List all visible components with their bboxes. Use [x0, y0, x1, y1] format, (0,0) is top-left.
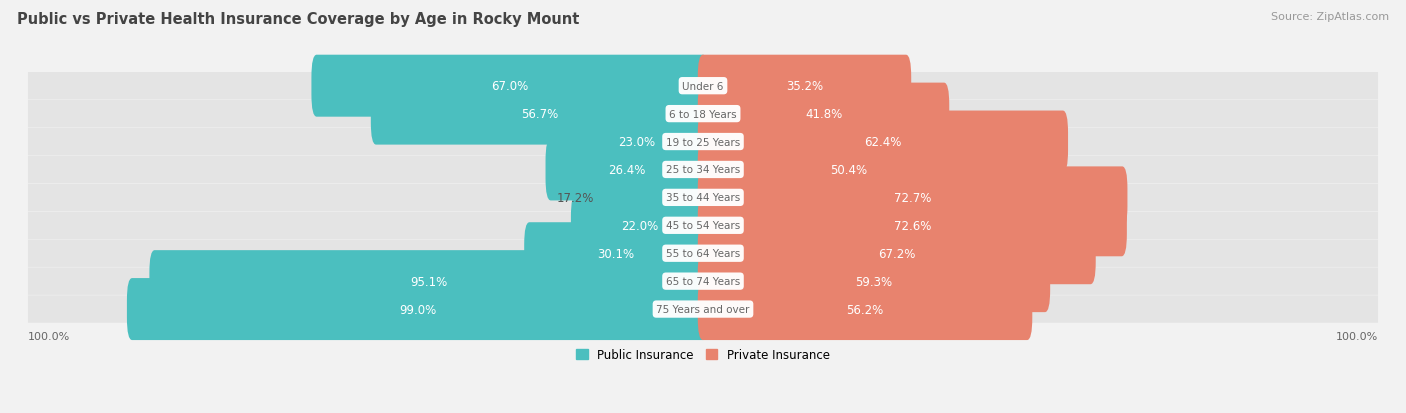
Text: Public vs Private Health Insurance Coverage by Age in Rocky Mount: Public vs Private Health Insurance Cover…	[17, 12, 579, 27]
FancyBboxPatch shape	[524, 223, 709, 285]
FancyBboxPatch shape	[28, 240, 1378, 267]
FancyBboxPatch shape	[28, 268, 1378, 295]
Text: 67.0%: 67.0%	[491, 80, 529, 93]
Text: 23.0%: 23.0%	[619, 136, 655, 149]
Text: 99.0%: 99.0%	[399, 303, 436, 316]
FancyBboxPatch shape	[28, 212, 1378, 240]
FancyBboxPatch shape	[697, 251, 1050, 312]
Text: 56.7%: 56.7%	[520, 108, 558, 121]
Text: 59.3%: 59.3%	[855, 275, 893, 288]
FancyBboxPatch shape	[28, 184, 1378, 211]
FancyBboxPatch shape	[149, 251, 709, 312]
FancyBboxPatch shape	[312, 56, 709, 117]
Text: 95.1%: 95.1%	[411, 275, 447, 288]
FancyBboxPatch shape	[697, 111, 1069, 173]
FancyBboxPatch shape	[697, 139, 998, 201]
FancyBboxPatch shape	[697, 56, 911, 117]
Text: 55 to 64 Years: 55 to 64 Years	[666, 249, 740, 259]
FancyBboxPatch shape	[697, 223, 1095, 285]
Text: 56.2%: 56.2%	[846, 303, 883, 316]
FancyBboxPatch shape	[599, 167, 709, 229]
Text: 25 to 34 Years: 25 to 34 Years	[666, 165, 740, 175]
Text: 100.0%: 100.0%	[28, 332, 70, 342]
FancyBboxPatch shape	[571, 195, 709, 256]
FancyBboxPatch shape	[546, 139, 709, 201]
FancyBboxPatch shape	[28, 101, 1378, 128]
Text: 30.1%: 30.1%	[598, 247, 634, 260]
Legend: Public Insurance, Private Insurance: Public Insurance, Private Insurance	[571, 344, 835, 366]
Text: 6 to 18 Years: 6 to 18 Years	[669, 109, 737, 119]
Text: 65 to 74 Years: 65 to 74 Years	[666, 276, 740, 287]
FancyBboxPatch shape	[697, 83, 949, 145]
Text: 22.0%: 22.0%	[621, 219, 658, 232]
Text: 50.4%: 50.4%	[830, 164, 868, 176]
FancyBboxPatch shape	[697, 195, 1126, 256]
Text: 72.7%: 72.7%	[894, 191, 931, 204]
Text: 67.2%: 67.2%	[879, 247, 915, 260]
FancyBboxPatch shape	[371, 83, 709, 145]
Text: 45 to 54 Years: 45 to 54 Years	[666, 221, 740, 231]
FancyBboxPatch shape	[127, 278, 709, 340]
Text: 17.2%: 17.2%	[557, 191, 593, 204]
Text: 100.0%: 100.0%	[1336, 332, 1378, 342]
Text: 35 to 44 Years: 35 to 44 Years	[666, 193, 740, 203]
Text: 35.2%: 35.2%	[786, 80, 823, 93]
Text: 26.4%: 26.4%	[609, 164, 645, 176]
FancyBboxPatch shape	[697, 167, 1128, 229]
FancyBboxPatch shape	[28, 157, 1378, 184]
FancyBboxPatch shape	[697, 278, 1032, 340]
Text: 41.8%: 41.8%	[804, 108, 842, 121]
FancyBboxPatch shape	[28, 296, 1378, 323]
Text: 72.6%: 72.6%	[894, 219, 931, 232]
Text: Source: ZipAtlas.com: Source: ZipAtlas.com	[1271, 12, 1389, 22]
Text: 75 Years and over: 75 Years and over	[657, 304, 749, 314]
Text: Under 6: Under 6	[682, 81, 724, 91]
Text: 19 to 25 Years: 19 to 25 Years	[666, 137, 740, 147]
FancyBboxPatch shape	[28, 128, 1378, 156]
Text: 62.4%: 62.4%	[865, 136, 901, 149]
FancyBboxPatch shape	[565, 111, 709, 173]
FancyBboxPatch shape	[28, 73, 1378, 100]
